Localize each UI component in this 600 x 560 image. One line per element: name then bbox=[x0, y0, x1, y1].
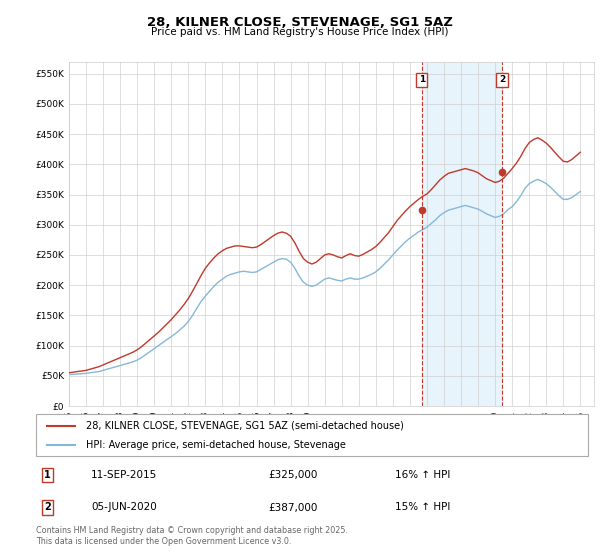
Text: 05-JUN-2020: 05-JUN-2020 bbox=[91, 502, 157, 512]
Text: 15% ↑ HPI: 15% ↑ HPI bbox=[395, 502, 450, 512]
Text: £325,000: £325,000 bbox=[268, 470, 317, 480]
Text: 16% ↑ HPI: 16% ↑ HPI bbox=[395, 470, 450, 480]
Text: 1: 1 bbox=[419, 75, 425, 84]
FancyBboxPatch shape bbox=[36, 414, 588, 456]
Text: Price paid vs. HM Land Registry's House Price Index (HPI): Price paid vs. HM Land Registry's House … bbox=[151, 27, 449, 37]
Text: 28, KILNER CLOSE, STEVENAGE, SG1 5AZ: 28, KILNER CLOSE, STEVENAGE, SG1 5AZ bbox=[147, 16, 453, 29]
Text: HPI: Average price, semi-detached house, Stevenage: HPI: Average price, semi-detached house,… bbox=[86, 440, 346, 450]
Text: £387,000: £387,000 bbox=[268, 502, 317, 512]
Text: 2: 2 bbox=[44, 502, 51, 512]
Text: 1: 1 bbox=[44, 470, 51, 480]
Text: 28, KILNER CLOSE, STEVENAGE, SG1 5AZ (semi-detached house): 28, KILNER CLOSE, STEVENAGE, SG1 5AZ (se… bbox=[86, 421, 404, 431]
Text: 11-SEP-2015: 11-SEP-2015 bbox=[91, 470, 157, 480]
Text: 2: 2 bbox=[499, 75, 505, 84]
Text: Contains HM Land Registry data © Crown copyright and database right 2025.
This d: Contains HM Land Registry data © Crown c… bbox=[36, 526, 348, 546]
Bar bbox=[422, 62, 502, 406]
